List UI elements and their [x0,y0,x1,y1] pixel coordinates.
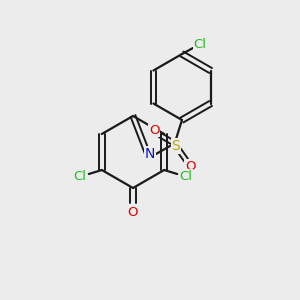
Text: Cl: Cl [73,169,86,182]
Text: O: O [128,206,138,220]
Text: S: S [172,139,180,153]
Text: O: O [149,124,159,136]
Text: O: O [185,160,195,172]
Text: N: N [145,147,155,161]
Text: Cl: Cl [194,38,206,52]
Text: Cl: Cl [180,169,193,182]
